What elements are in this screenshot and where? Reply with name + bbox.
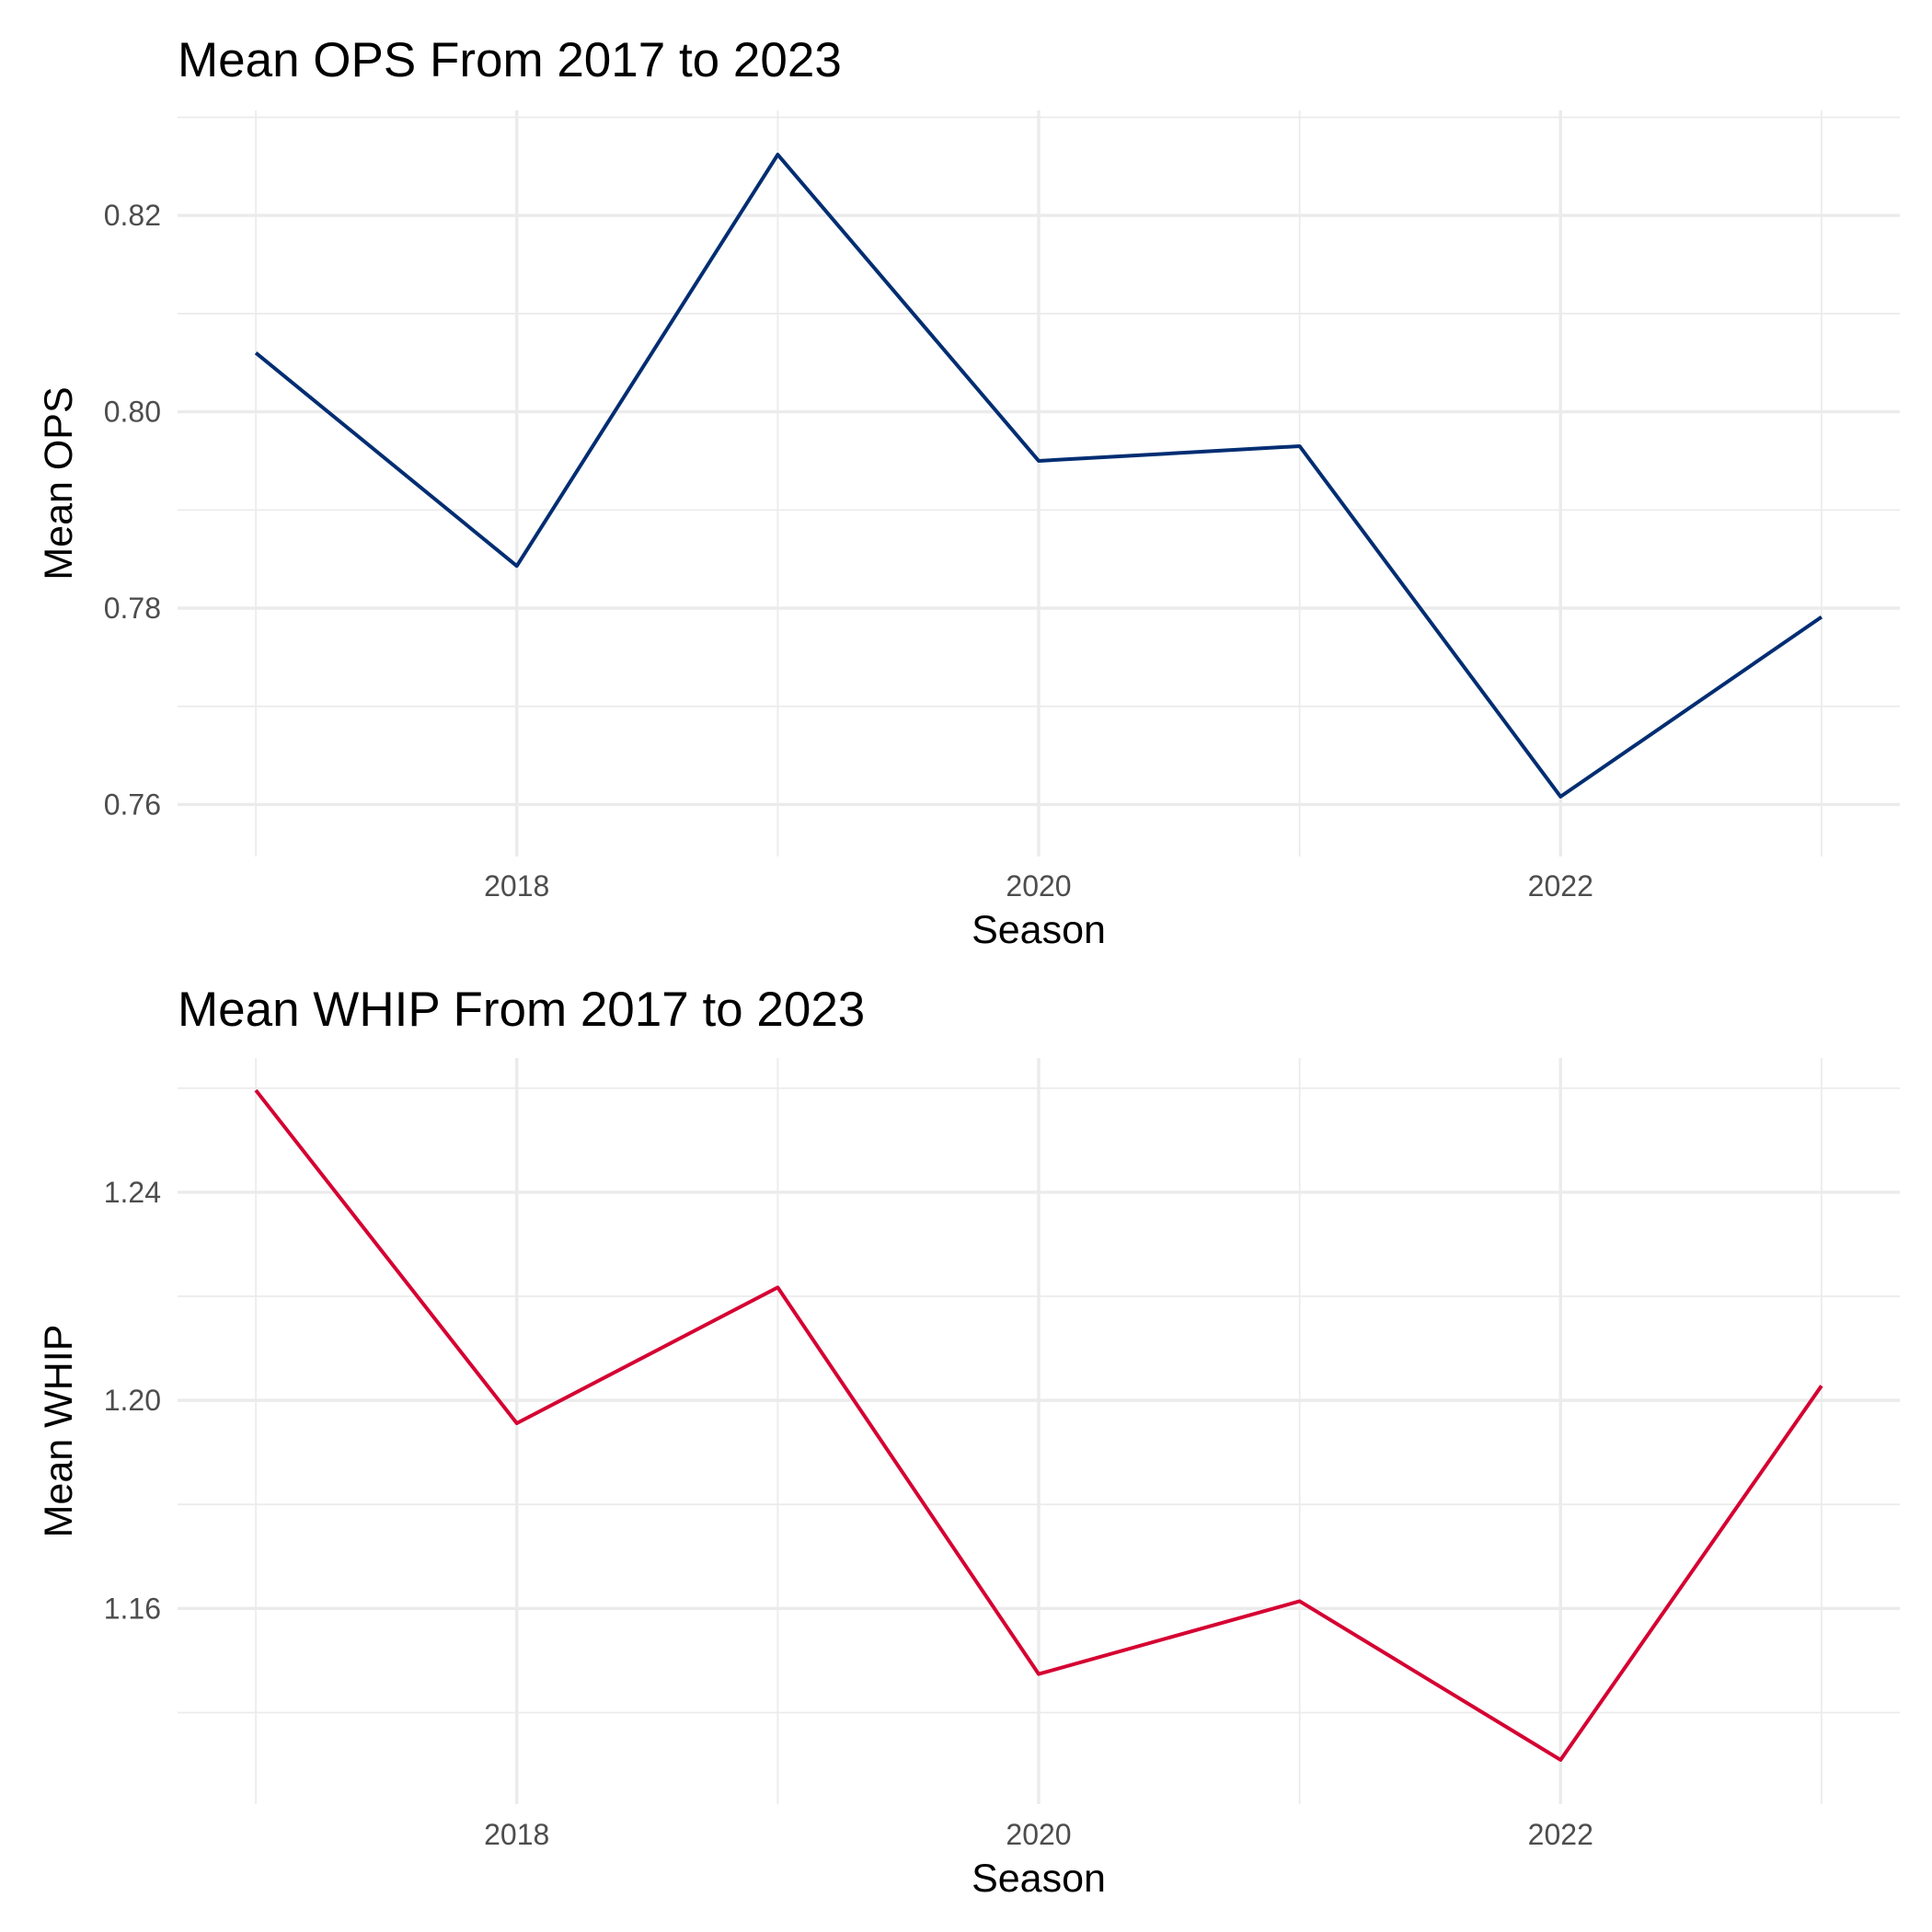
chart-2-y-tick-label: 1.16 (104, 1592, 161, 1625)
chart-1-y-tick-label: 0.82 (104, 199, 161, 232)
chart-1-y-tick-label: 0.78 (104, 592, 161, 625)
chart-2-y-tick-label: 1.24 (104, 1176, 161, 1209)
chart-1-y-axis-label: Mean OPS (37, 386, 81, 580)
chart-1-x-axis-label: Season (972, 908, 1106, 952)
chart-2-series-line (254, 1088, 1823, 1762)
chart-1-x-tick-label: 2018 (484, 869, 549, 903)
chart-1-x-tick-label: 2020 (1006, 869, 1071, 903)
chart-1-title: Mean OPS From 2017 to 2023 (178, 33, 842, 87)
chart-1-x-tick-label: 2022 (1528, 869, 1593, 903)
chart-2-x-tick-label: 2018 (484, 1818, 549, 1851)
chart-1-series-line (254, 153, 1823, 799)
chart-2-x-tick-label: 2022 (1528, 1818, 1593, 1851)
chart-2-x-axis-label: Season (972, 1857, 1106, 1901)
chart-1-y-tick-label: 0.80 (104, 396, 161, 429)
chart-2-y-axis-label: Mean WHIP (37, 1325, 81, 1538)
chart-1-y-tick-label: 0.76 (104, 788, 161, 821)
chart-2-y-tick-label: 1.20 (104, 1384, 161, 1417)
chart-2-title: Mean WHIP From 2017 to 2023 (178, 983, 865, 1037)
chart-2-x-tick-label: 2020 (1006, 1818, 1071, 1851)
chart-2-panel: 1.16 1.20 1.24 2018 2020 2022 Mean WHIP From 2… (37, 983, 1900, 1901)
chart-1-panel: 0.76 0.78 0.80 0.82 2018 2020 2022 Mean OPS Fro… (37, 33, 1900, 952)
